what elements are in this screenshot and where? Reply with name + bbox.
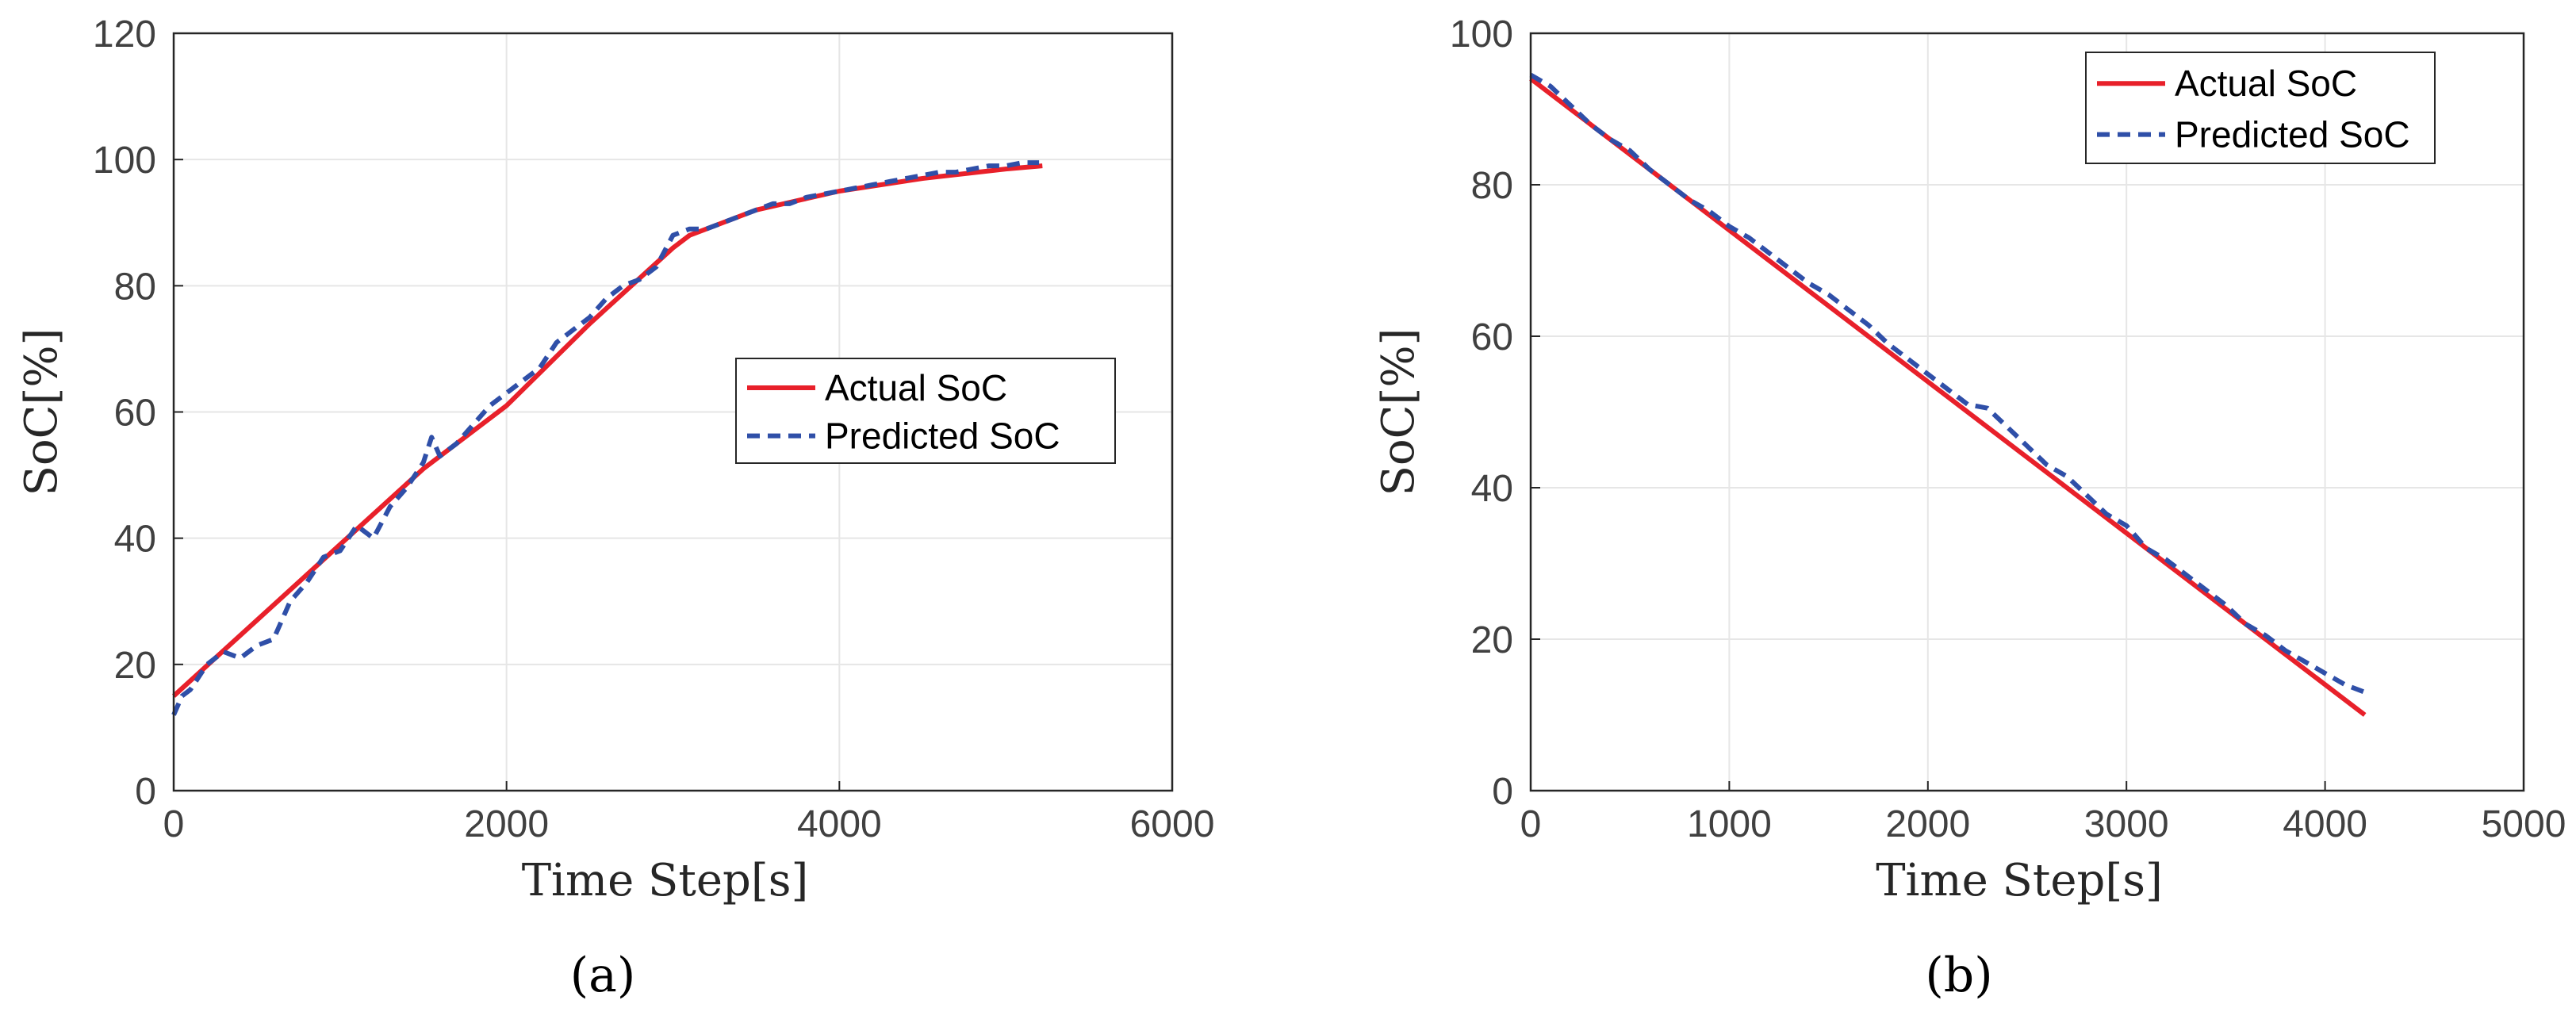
x-tick-label: 5000 [2482,803,2566,845]
x-tick-label: 1000 [1687,803,1772,845]
plot-frame [1529,32,2525,792]
chart-b: 0 1000 2000 3000 4000 5000 0 20 40 60 80 100 Time St… [1373,13,2566,1003]
legend-entry: Predicted SoC [825,416,1060,457]
panel-label: (a) [570,948,636,1003]
legend-box [735,358,1116,464]
y-axis-label: SoC[%] [1373,328,1424,496]
x-tick-label: 2000 [464,803,549,845]
y-tick-label: 60 [114,393,156,435]
actual-soc-line [1529,76,2367,717]
x-tick-label: 2000 [1885,803,1970,845]
y-tick-label: 100 [1450,13,1513,56]
legend-entry: Actual SoC [825,367,1007,408]
y-tick-label: 40 [114,519,156,561]
predicted-soc-line [171,160,1040,716]
y-tick-label: 80 [1471,165,1513,207]
x-tick-label: 0 [1520,803,1542,845]
legend-box [2085,52,2436,164]
actual-soc-line [171,163,1043,698]
x-tick-label: 4000 [2283,803,2367,845]
x-axis-label: Time Step[s] [522,855,809,906]
y-tick-label: 20 [114,645,156,687]
chart-a: 0 2000 4000 6000 0 20 40 60 80 100 120 Time Step[s]… [16,13,1214,1003]
y-tick-label: 40 [1471,468,1513,510]
y-tick-label: 80 [114,266,156,308]
x-tick-label: 4000 [797,803,882,845]
y-tick-label: 0 [135,771,156,813]
y-axis-label: SoC[%] [16,328,67,496]
x-axis-label: Time Step[s] [1876,855,2163,906]
y-tick-label: 60 [1471,316,1513,358]
legend-entry: Actual SoC [2175,63,2357,104]
legend-entry: Predicted SoC [2175,114,2410,155]
x-tick-label: 0 [163,803,185,845]
predicted-soc-line [1529,72,2366,695]
y-tick-label: 100 [93,140,156,182]
y-tick-label: 20 [1471,619,1513,661]
y-tick-label: 120 [93,13,156,56]
y-tick-label: 0 [1492,771,1513,813]
panel-label: (b) [1925,948,1992,1003]
x-tick-label: 6000 [1130,803,1215,845]
x-tick-label: 3000 [2084,803,2169,845]
